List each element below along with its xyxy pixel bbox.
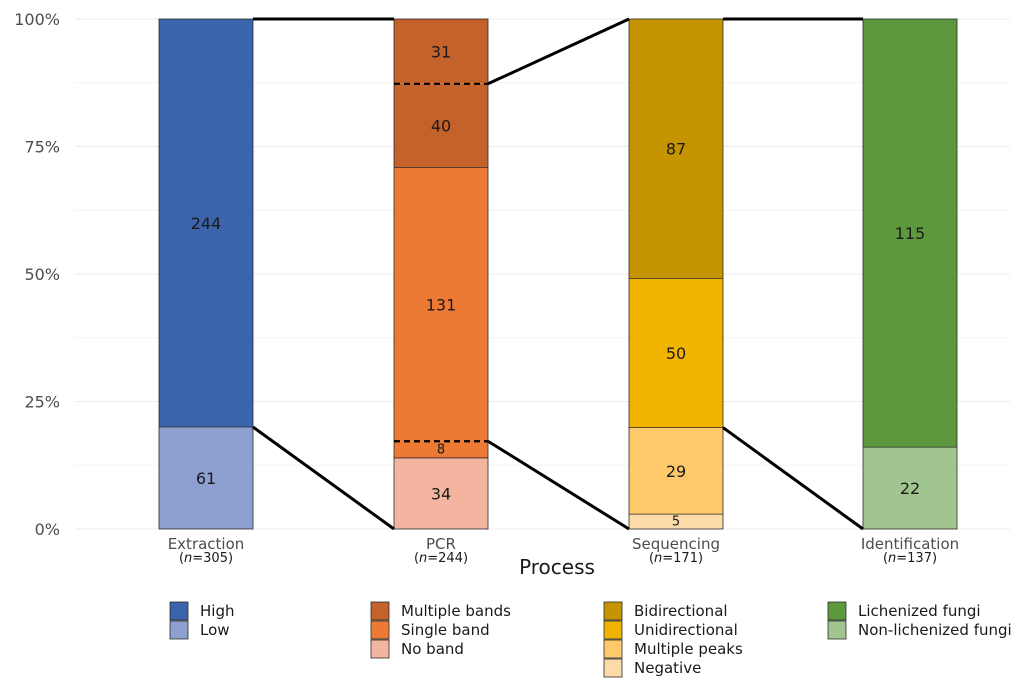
bar-segment bbox=[863, 447, 957, 529]
legend-swatch bbox=[370, 601, 390, 621]
sample-size-label: (n=244) bbox=[414, 551, 468, 566]
connector-line bbox=[487, 439, 630, 531]
bar-segment bbox=[629, 278, 723, 428]
segment-value-label: 50 bbox=[666, 344, 686, 363]
y-axis: 0% 25% 50% 75% 100% bbox=[14, 10, 60, 539]
x-tick-label: PCR bbox=[426, 535, 456, 553]
legend-label: Multiple peaks bbox=[634, 640, 743, 658]
bar-stack: 22 115 bbox=[862, 18, 958, 530]
segment-value-label: 34 bbox=[431, 484, 451, 503]
x-tick-label: Sequencing bbox=[632, 535, 720, 553]
segment-value-label: 61 bbox=[196, 469, 216, 488]
legend-swatch bbox=[370, 639, 390, 659]
legend-item: High bbox=[169, 601, 234, 621]
segment-value-label: 131 bbox=[426, 295, 457, 314]
legend-swatch bbox=[603, 601, 623, 621]
legend-label: Unidirectional bbox=[634, 621, 738, 639]
bar-segment bbox=[394, 19, 488, 84]
legend-swatch bbox=[603, 620, 623, 640]
legend-item: Lichenized fungi bbox=[827, 601, 981, 621]
segment-value-label: 8 bbox=[437, 443, 445, 458]
bar-stack: 5 29 50 87 bbox=[628, 18, 724, 530]
segment-value-label: 31 bbox=[431, 42, 451, 61]
legend-swatch bbox=[370, 620, 390, 640]
bar-segment bbox=[394, 83, 488, 168]
bars: 61 244 34 8 131 40 31 5 29 50 87 22 115 bbox=[158, 18, 958, 530]
segment-value-label: 115 bbox=[895, 224, 926, 243]
sample-size-label: (n=171) bbox=[649, 551, 703, 566]
legend-item: Non-lichenized fungi bbox=[827, 620, 1012, 640]
legend-item: Bidirectional bbox=[603, 601, 728, 621]
x-axis: Extraction(n=305)PCR(n=244)Sequencing(n=… bbox=[168, 535, 959, 566]
segment-value-label: 40 bbox=[431, 117, 451, 136]
legend-label: Single band bbox=[401, 621, 490, 639]
legend-item: Unidirectional bbox=[603, 620, 738, 640]
legend-item: Single band bbox=[370, 620, 490, 640]
bar-outline bbox=[158, 18, 254, 530]
y-tick-label: 0% bbox=[35, 520, 60, 539]
bar-segment bbox=[394, 457, 488, 529]
legend-swatch bbox=[827, 601, 847, 621]
bar-segment bbox=[629, 19, 723, 279]
y-tick-label: 50% bbox=[24, 265, 60, 284]
bar-segment bbox=[629, 514, 723, 529]
legend-label: Bidirectional bbox=[634, 602, 728, 620]
legend-label: No band bbox=[401, 640, 464, 658]
bar-segment bbox=[629, 427, 723, 515]
x-axis-title: Process bbox=[519, 555, 595, 579]
connector-line bbox=[487, 17, 630, 86]
bar-stack: 61 244 bbox=[158, 18, 254, 530]
legend-swatch bbox=[603, 639, 623, 659]
legend-swatch bbox=[169, 601, 189, 621]
segment-value-label: 244 bbox=[191, 214, 222, 233]
y-tick-label: 100% bbox=[14, 10, 60, 29]
bar-segment bbox=[863, 19, 957, 448]
bar-segment bbox=[159, 427, 253, 529]
bar-outline bbox=[862, 18, 958, 530]
legend-item: No band bbox=[370, 639, 464, 659]
legend-item: Negative bbox=[603, 658, 701, 678]
bar-outline bbox=[393, 18, 489, 530]
bar-outline bbox=[628, 18, 724, 530]
legend-label: High bbox=[200, 602, 234, 620]
connector-lines bbox=[252, 17, 864, 531]
legend-swatch bbox=[827, 620, 847, 640]
legend-label: Lichenized fungi bbox=[858, 602, 981, 620]
segment-value-label: 22 bbox=[900, 479, 920, 498]
legend-label: Multiple bands bbox=[401, 602, 511, 620]
segment-value-label: 87 bbox=[666, 140, 686, 159]
legend-label: Low bbox=[200, 621, 230, 639]
legend-swatch bbox=[603, 658, 623, 678]
bar-segment bbox=[394, 167, 488, 442]
y-tick-label: 25% bbox=[24, 393, 60, 412]
connector-line bbox=[722, 426, 864, 531]
bar-segment bbox=[394, 441, 488, 458]
x-tick-label: Identification bbox=[861, 535, 959, 553]
legend-item: Low bbox=[169, 620, 230, 640]
legend-swatch bbox=[169, 620, 189, 640]
bar-stack: 34 8 131 40 31 bbox=[393, 18, 489, 530]
segment-value-label: 29 bbox=[666, 462, 686, 481]
sample-size-label: (n=137) bbox=[883, 551, 937, 566]
legend-item: Multiple peaks bbox=[603, 639, 743, 659]
connector-line bbox=[252, 425, 395, 531]
bar-segment bbox=[159, 19, 253, 427]
y-tick-label: 75% bbox=[24, 138, 60, 157]
legend-item: Multiple bands bbox=[370, 601, 511, 621]
x-tick-label: Extraction bbox=[168, 535, 245, 553]
legend-label: Non-lichenized fungi bbox=[858, 621, 1012, 639]
sample-size-label: (n=305) bbox=[179, 551, 233, 566]
segment-value-label: 5 bbox=[672, 515, 680, 530]
legend-label: Negative bbox=[634, 659, 701, 677]
